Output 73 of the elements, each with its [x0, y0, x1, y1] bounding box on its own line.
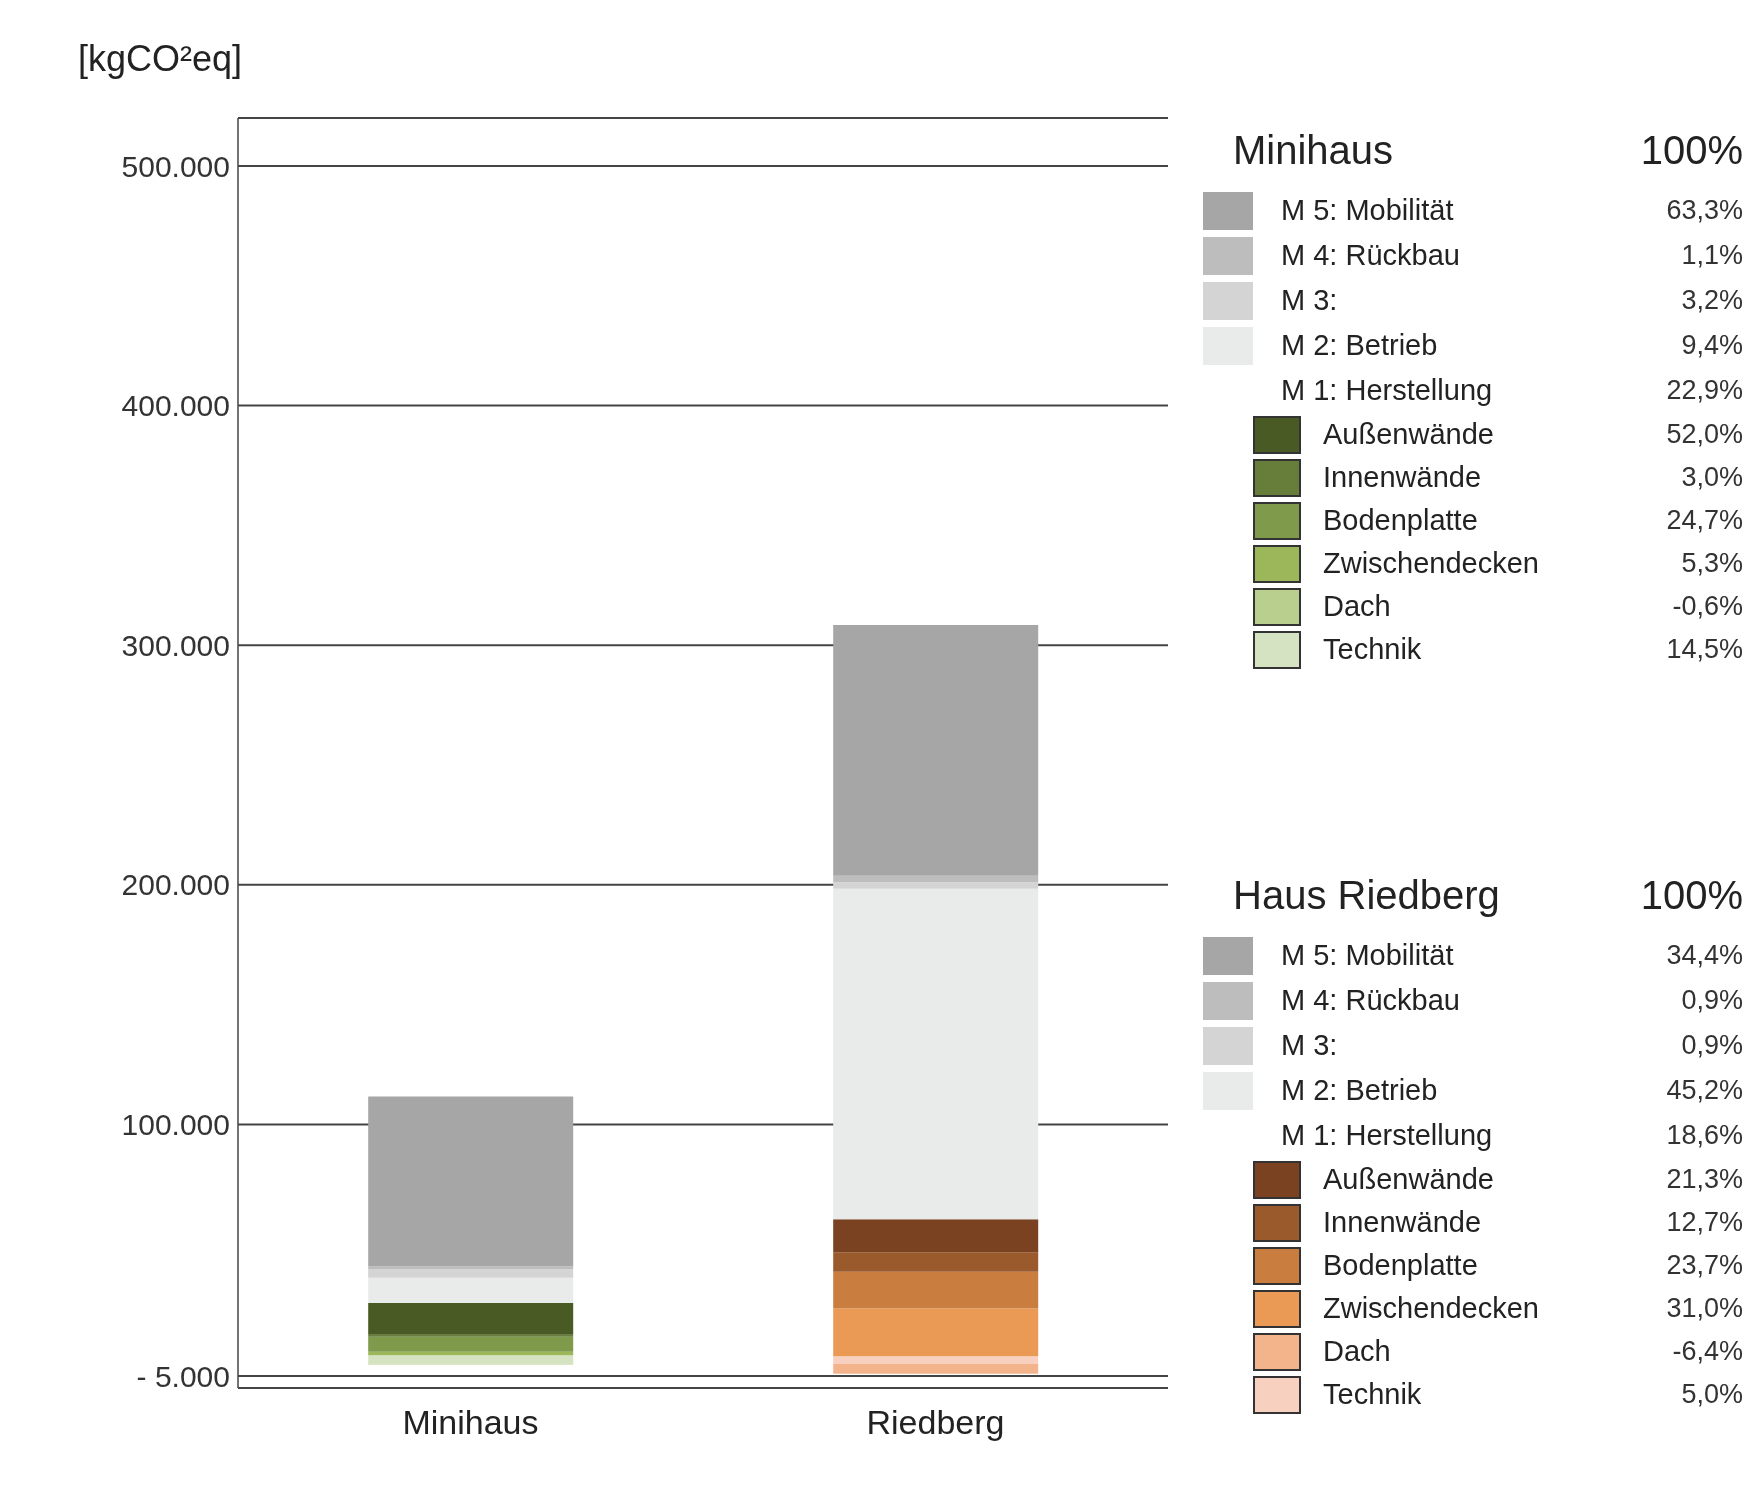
text: 3,0% [1680, 462, 1743, 493]
bar [833, 1308, 1039, 1357]
text: 0,9% [1680, 1030, 1743, 1061]
text: Innenwände [1323, 461, 1482, 493]
legend-label: Zwischendecken [1323, 1292, 1540, 1325]
text: 5,3% [1680, 548, 1743, 579]
y-tick-label: 100.000 [121, 1108, 230, 1142]
text: 24,7% [1665, 505, 1743, 536]
y-tick-label: 300.000 [121, 628, 230, 662]
legend-label: M 4: Rückbau [1281, 984, 1461, 1017]
bar [833, 625, 1039, 876]
bar [368, 1336, 574, 1352]
legend-label: Dach [1323, 1335, 1392, 1368]
bar [833, 882, 1039, 889]
y-tick-label: 500.000 [121, 149, 230, 183]
legend-label: Innenwände [1323, 1206, 1483, 1239]
text: -6,4% [1671, 1336, 1743, 1367]
legend-label: Außenwände [1323, 1163, 1495, 1196]
text: 9,4% [1680, 330, 1743, 361]
bar [833, 1252, 1039, 1272]
bar [368, 1355, 574, 1365]
text: 1,1% [1680, 240, 1743, 271]
text: 18,6% [1665, 1120, 1743, 1151]
text: 3,2% [1680, 285, 1743, 316]
text: 34,4% [1665, 940, 1743, 971]
bar [833, 1356, 1039, 1365]
text: Außenwände [1323, 418, 1494, 450]
legend-label: M 2: Betrieb [1281, 1074, 1439, 1107]
y-axis-title: [kgCO²eq] [78, 38, 243, 80]
y-tick-label: - 5.000 [136, 1359, 230, 1393]
text: M 3: [1281, 284, 1338, 316]
bar [833, 888, 1039, 1220]
bar [833, 1219, 1039, 1253]
x-tick-label: Riedberg [866, 1403, 1005, 1442]
legend-label: Bodenplatte [1323, 1249, 1479, 1282]
legend-label: M 3: [1281, 1029, 1339, 1062]
text: M 4: Rückbau [1281, 239, 1460, 271]
legend-label: M 5: Mobilität [1281, 939, 1455, 972]
text: M 1: Herstellung [1281, 1119, 1494, 1152]
text: Dach [1323, 590, 1391, 622]
text: Minihaus [1233, 128, 1394, 174]
text: 14,5% [1665, 634, 1743, 665]
y-tick-label: 200.000 [121, 868, 230, 902]
text: M 1: Herstellung [1281, 374, 1494, 407]
text: 22,9% [1665, 375, 1743, 406]
text: 63,3% [1665, 195, 1743, 226]
text: 45,2% [1665, 1075, 1743, 1106]
y-tick-label: 400.000 [121, 389, 230, 423]
text: 31,0% [1665, 1293, 1743, 1324]
text: 21,3% [1665, 1164, 1743, 1195]
bar [368, 1096, 574, 1267]
bar [833, 1271, 1039, 1309]
text: M 5: Mobilität [1281, 194, 1454, 226]
text: 5,0% [1680, 1379, 1743, 1410]
text: 100% [1640, 873, 1743, 919]
text: 100% [1640, 128, 1743, 174]
bar [368, 1269, 574, 1278]
text: 12,7% [1665, 1207, 1743, 1238]
text: 23,7% [1665, 1250, 1743, 1281]
text: Technik [1323, 633, 1422, 665]
text: Zwischendecken [1323, 547, 1539, 579]
legend-label: Technik [1323, 1378, 1423, 1411]
text: Haus Riedberg [1233, 873, 1500, 919]
bar [833, 1364, 1039, 1374]
text: 0,9% [1680, 985, 1743, 1016]
text: -0,6% [1671, 591, 1743, 622]
bar [368, 1277, 574, 1303]
bar [368, 1266, 574, 1270]
text: 52,0% [1665, 419, 1743, 450]
text: Bodenplatte [1323, 504, 1478, 536]
bar [833, 875, 1039, 883]
text: M 2: Betrieb [1281, 329, 1438, 361]
bar [368, 1302, 574, 1335]
